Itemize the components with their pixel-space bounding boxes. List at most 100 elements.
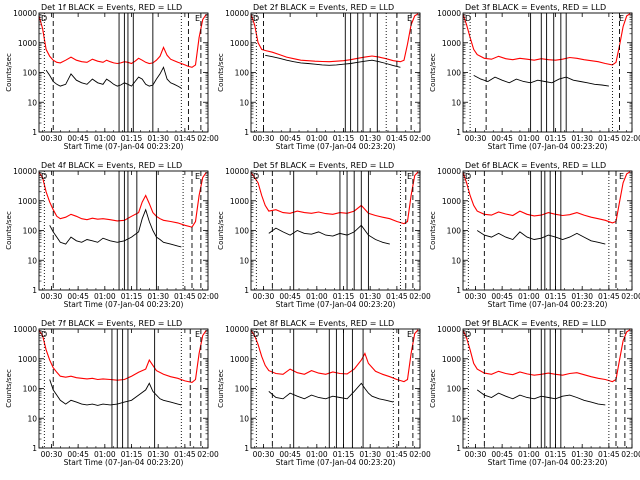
y-tick-label: 10 — [27, 414, 37, 423]
x-tick-label: 01:00 — [306, 450, 328, 459]
corner-mark-left: D — [465, 172, 471, 181]
x-tick-label: 00:30 — [41, 292, 63, 301]
x-tick-label: 01:30 — [147, 134, 169, 143]
y-tick-label: 100 — [447, 227, 462, 236]
x-tick-label: 00:45 — [491, 450, 513, 459]
x-tick-label: 02:00 — [409, 450, 431, 459]
corner-mark-right: E — [195, 172, 200, 181]
x-tick-label: 02:00 — [409, 134, 431, 143]
corner-mark-right: E — [407, 330, 412, 339]
x-axis-label: Start Time (07-Jan-04 00:23:20) — [64, 300, 184, 309]
x-tick-label: 01:15 — [545, 450, 567, 459]
y-tick-label: 1000 — [442, 197, 461, 206]
x-tick-label: 00:45 — [491, 292, 513, 301]
y-tick-label: 10000 — [13, 9, 37, 18]
x-tick-label: 00:30 — [465, 292, 487, 301]
series-line-lld — [38, 172, 207, 228]
x-axis-label: Start Time (07-Jan-04 00:23:20) — [276, 142, 396, 151]
plot-frame — [462, 328, 633, 449]
series-line-events — [49, 379, 182, 406]
x-tick-label: 01:45 — [174, 292, 196, 301]
corner-mark-right: E — [407, 14, 412, 23]
series-line-lld — [38, 14, 207, 68]
plot-frame — [38, 170, 209, 291]
x-tick-label: 01:00 — [306, 134, 328, 143]
detector-panel-3: Det 3f BLACK = Events, RED = LLD D E 1 10 100… — [429, 3, 640, 151]
x-tick-label: 02:00 — [197, 292, 219, 301]
plot-frame — [38, 328, 209, 449]
detector-panel-4: Det 4f BLACK = Events, RED = LLD D E 1 10 100… — [5, 161, 219, 309]
series-line-lld — [250, 13, 419, 63]
y-tick-label: 10 — [239, 256, 249, 265]
x-tick-label: 01:15 — [545, 292, 567, 301]
y-tick-label: 10 — [239, 414, 249, 423]
x-tick-label: 01:30 — [359, 292, 381, 301]
x-tick-label: 02:00 — [197, 450, 219, 459]
x-axis-label: Start Time (07-Jan-04 00:23:20) — [276, 458, 396, 467]
x-tick-label: 01:45 — [598, 292, 620, 301]
y-tick-label: 10000 — [437, 325, 461, 334]
y-tick-label: 100 — [23, 227, 38, 236]
detector-panel-7: Det 7f BLACK = Events, RED = LLD D E 1 10 100… — [5, 319, 219, 467]
x-tick-label: 01:15 — [121, 450, 143, 459]
x-tick-label: 00:45 — [67, 292, 89, 301]
panel-title: Det 4f BLACK = Events, RED = LLD — [41, 161, 182, 170]
panel-title: Det 7f BLACK = Events, RED = LLD — [41, 319, 182, 328]
panel-title: Det 6f BLACK = Events, RED = LLD — [465, 161, 606, 170]
series-line-events — [268, 382, 394, 403]
y-tick-label: 100 — [235, 69, 250, 78]
x-tick-label: 01:45 — [386, 134, 408, 143]
x-tick-label: 02:00 — [621, 134, 640, 143]
plot-frame — [250, 328, 421, 449]
detector-panel-9: Det 9f BLACK = Events, RED = LLD D E 1 10 100… — [429, 319, 640, 467]
y-tick-label: 10 — [451, 98, 461, 107]
y-tick-label: 100 — [23, 69, 38, 78]
y-axis-label: Counts/sec — [429, 53, 437, 92]
y-axis-label: Counts/sec — [5, 211, 13, 250]
y-tick-label: 1000 — [442, 355, 461, 364]
series-line-lld — [462, 329, 631, 383]
y-tick-label: 10000 — [437, 9, 461, 18]
x-axis-label: Start Time (07-Jan-04 00:23:20) — [488, 300, 608, 309]
y-tick-label: 1000 — [18, 197, 37, 206]
x-tick-label: 01:15 — [121, 292, 143, 301]
y-tick-label: 1000 — [230, 197, 249, 206]
x-tick-label: 01:15 — [545, 134, 567, 143]
y-axis-label: Counts/sec — [217, 53, 225, 92]
panel-title: Det 1f BLACK = Events, RED = LLD — [41, 3, 182, 12]
x-tick-label: 02:00 — [621, 292, 640, 301]
x-tick-label: 00:30 — [41, 450, 63, 459]
y-tick-label: 1000 — [18, 355, 37, 364]
series-line-events — [265, 54, 401, 68]
x-tick-label: 01:00 — [94, 450, 116, 459]
x-axis-label: Start Time (07-Jan-04 00:23:20) — [64, 142, 184, 151]
corner-mark-left: D — [41, 330, 47, 339]
x-tick-label: 01:30 — [571, 134, 593, 143]
y-tick-label: 100 — [235, 227, 250, 236]
x-tick-label: 01:45 — [386, 292, 408, 301]
detector-panel-5: Det 5f BLACK = Events, RED = LLD D E 1 10 100… — [217, 161, 431, 309]
x-tick-label: 00:30 — [465, 450, 487, 459]
y-axis-label: Counts/sec — [429, 211, 437, 250]
x-tick-label: 01:30 — [147, 450, 169, 459]
x-tick-label: 01:00 — [306, 292, 328, 301]
x-tick-label: 00:30 — [41, 134, 63, 143]
x-tick-label: 01:00 — [518, 450, 540, 459]
x-axis-label: Start Time (07-Jan-04 00:23:20) — [64, 458, 184, 467]
y-axis-label: Counts/sec — [5, 369, 13, 408]
y-tick-label: 1 — [244, 128, 249, 137]
y-tick-label: 1000 — [18, 39, 37, 48]
series-line-lld — [462, 13, 631, 66]
x-tick-label: 01:15 — [333, 292, 355, 301]
y-tick-label: 10 — [451, 256, 461, 265]
x-tick-label: 02:00 — [621, 450, 640, 459]
corner-mark-right: E — [619, 14, 624, 23]
plot-frame — [462, 12, 633, 133]
plot-frame — [462, 170, 633, 291]
y-tick-label: 1 — [32, 128, 37, 137]
x-tick-label: 01:45 — [598, 450, 620, 459]
y-tick-label: 100 — [23, 385, 38, 394]
x-tick-label: 01:00 — [518, 134, 540, 143]
